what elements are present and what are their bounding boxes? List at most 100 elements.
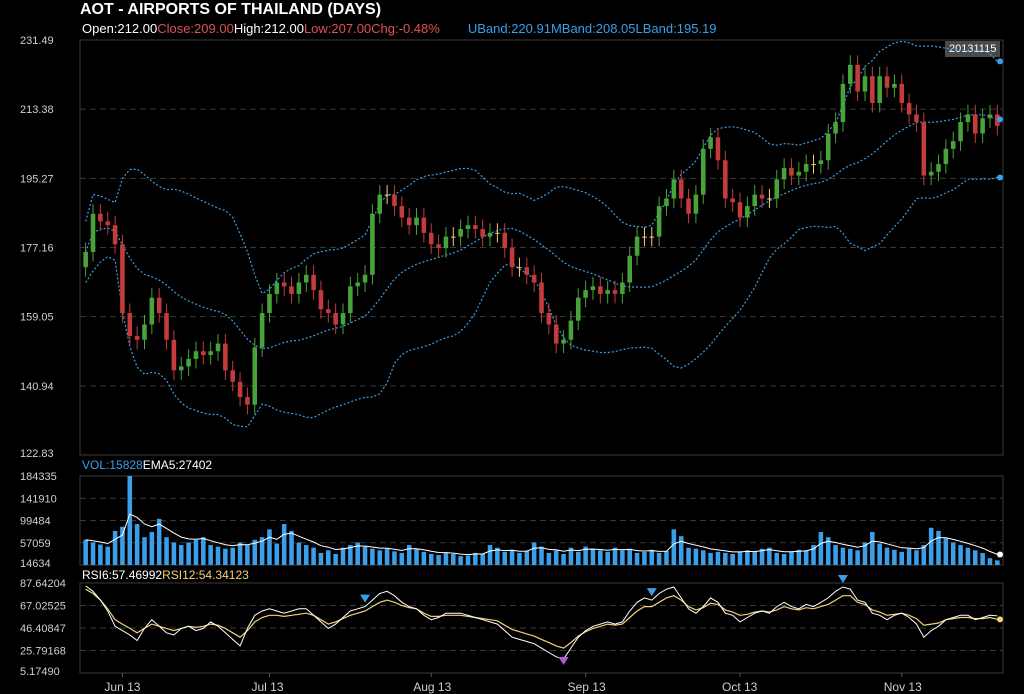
- candle-body: [245, 397, 250, 405]
- volume-tick-label: 14634: [20, 558, 51, 570]
- candle-body: [884, 76, 890, 88]
- candle-body: [598, 286, 603, 294]
- volume-bar: [428, 553, 434, 565]
- volume-bar: [186, 542, 191, 565]
- volume-bar: [723, 552, 728, 565]
- volume-bar: [311, 547, 316, 565]
- volume-bar: [877, 543, 882, 565]
- chart-title: AOT - AIRPORTS OF THAILAND (DAYS): [80, 1, 382, 18]
- candle-body: [252, 347, 258, 405]
- price-tick-label: 177.16: [20, 243, 54, 255]
- candle-body: [855, 64, 860, 92]
- open-value: Open:212.00: [82, 21, 158, 36]
- candle-body: [678, 179, 684, 199]
- volume-bar: [223, 548, 228, 565]
- ohlc-readout: Open:212.00Close:209.00High:212.00Low:20…: [82, 21, 717, 36]
- volume-bar: [700, 550, 706, 565]
- candle-body: [517, 267, 522, 269]
- candle-body: [781, 167, 787, 180]
- candle-body: [428, 232, 434, 245]
- volume-bar: [517, 552, 522, 565]
- volume-bar: [553, 550, 559, 565]
- volume-bar: [649, 549, 655, 565]
- price-tick-label: 140.94: [20, 381, 54, 393]
- volume-bar: [524, 550, 530, 565]
- volume-bar: [818, 531, 824, 565]
- candle-body: [553, 324, 559, 344]
- volume-bar: [664, 550, 669, 565]
- volume-bar: [230, 547, 235, 565]
- volume-bar: [120, 526, 125, 565]
- volume-bar: [252, 539, 258, 565]
- volume-bar: [370, 548, 375, 565]
- candle-body: [561, 339, 566, 344]
- candle-body: [848, 64, 853, 84]
- candle-body: [120, 244, 125, 314]
- volume-bar: [921, 545, 927, 565]
- x-axis-label: Nov 13: [884, 680, 922, 694]
- candle-body: [355, 282, 360, 287]
- candle-body: [98, 213, 103, 222]
- volume-bar: [627, 548, 633, 565]
- volume-bar: [355, 542, 360, 565]
- candle-body: [568, 320, 574, 340]
- volume-bar: [318, 552, 324, 565]
- rsi6-line: [85, 585, 998, 660]
- band-end-marker-2: [997, 174, 1003, 181]
- volume-bar: [730, 553, 735, 565]
- candle-body: [362, 274, 368, 283]
- candle-body: [340, 313, 346, 325]
- candle-body: [215, 343, 221, 352]
- candle-body: [965, 114, 971, 123]
- candle-body: [825, 133, 831, 161]
- candle-body: [671, 179, 677, 199]
- rsi6-value: RSI6:57.46992: [82, 568, 163, 582]
- upper-band-line: [85, 40, 998, 295]
- rsi-signal-marker: [558, 657, 569, 666]
- candle-body: [803, 164, 809, 172]
- volume-bar: [708, 552, 713, 565]
- volume-bar: [561, 553, 566, 565]
- candle-body: [149, 297, 155, 325]
- candle-body: [730, 198, 735, 203]
- volume-bar: [950, 542, 956, 565]
- candle-body: [870, 76, 875, 103]
- candle-body: [178, 366, 184, 371]
- candle-body: [259, 313, 265, 348]
- middle-band-line: [85, 114, 998, 350]
- volume-bar: [855, 550, 860, 565]
- volume-bar: [377, 550, 383, 565]
- date-badge: 20131115: [945, 41, 1001, 57]
- candle-body: [487, 232, 493, 237]
- volume-tick-label: 141910: [20, 493, 57, 505]
- candle-body: [546, 313, 552, 325]
- candle-body: [502, 232, 508, 249]
- volume-bar: [112, 530, 118, 565]
- rsi-tick-label: 87.64204: [20, 578, 66, 590]
- candle-body: [274, 282, 280, 294]
- volume-bar: [605, 551, 610, 565]
- volume-bar: [208, 545, 213, 565]
- volume-bar: [914, 550, 919, 565]
- volume-bar: [767, 547, 772, 565]
- candle-body: [921, 122, 927, 176]
- lband-value: LBand:195.19: [635, 21, 717, 36]
- volume-bar: [634, 552, 640, 565]
- x-axis-label: Oct 13: [722, 680, 758, 694]
- candle-body: [686, 198, 691, 214]
- candle-body: [450, 236, 456, 238]
- candle-body: [377, 194, 383, 214]
- candle-body: [664, 198, 669, 207]
- volume-bar: [487, 545, 493, 565]
- rsi-signal-marker: [646, 588, 657, 597]
- volume-bar: [90, 542, 96, 565]
- candle-body: [892, 83, 897, 88]
- candle-body: [112, 225, 118, 245]
- volume-bar: [274, 543, 280, 565]
- candle-body: [105, 221, 111, 226]
- candle-body: [906, 102, 912, 115]
- band-end-marker-1: [997, 116, 1003, 123]
- volume-tick-label: 184335: [20, 471, 57, 483]
- volume-bar: [127, 476, 133, 565]
